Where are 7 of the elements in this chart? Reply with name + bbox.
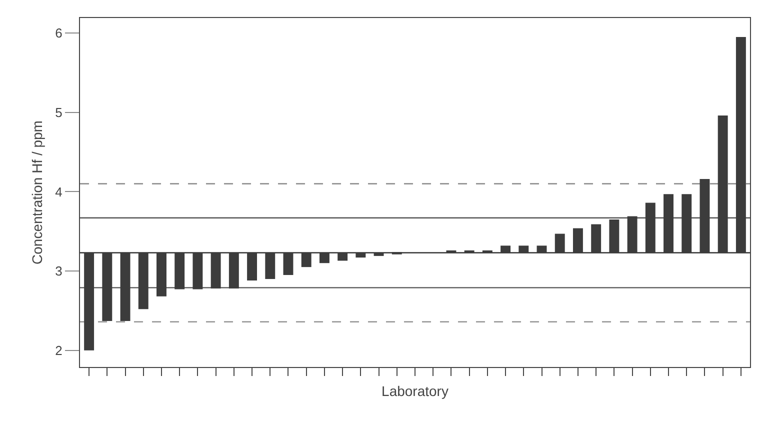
y-axis-title: Concentration Hf / ppm [29, 120, 45, 264]
y-tick-label: 2 [55, 342, 62, 358]
x-axis-title: Laboratory [382, 382, 448, 399]
y-tick-label: 3 [55, 264, 62, 279]
y-tick-label: 5 [55, 104, 62, 120]
y-tick-label: 4 [55, 184, 62, 200]
y-tick-label: 6 [55, 26, 62, 41]
